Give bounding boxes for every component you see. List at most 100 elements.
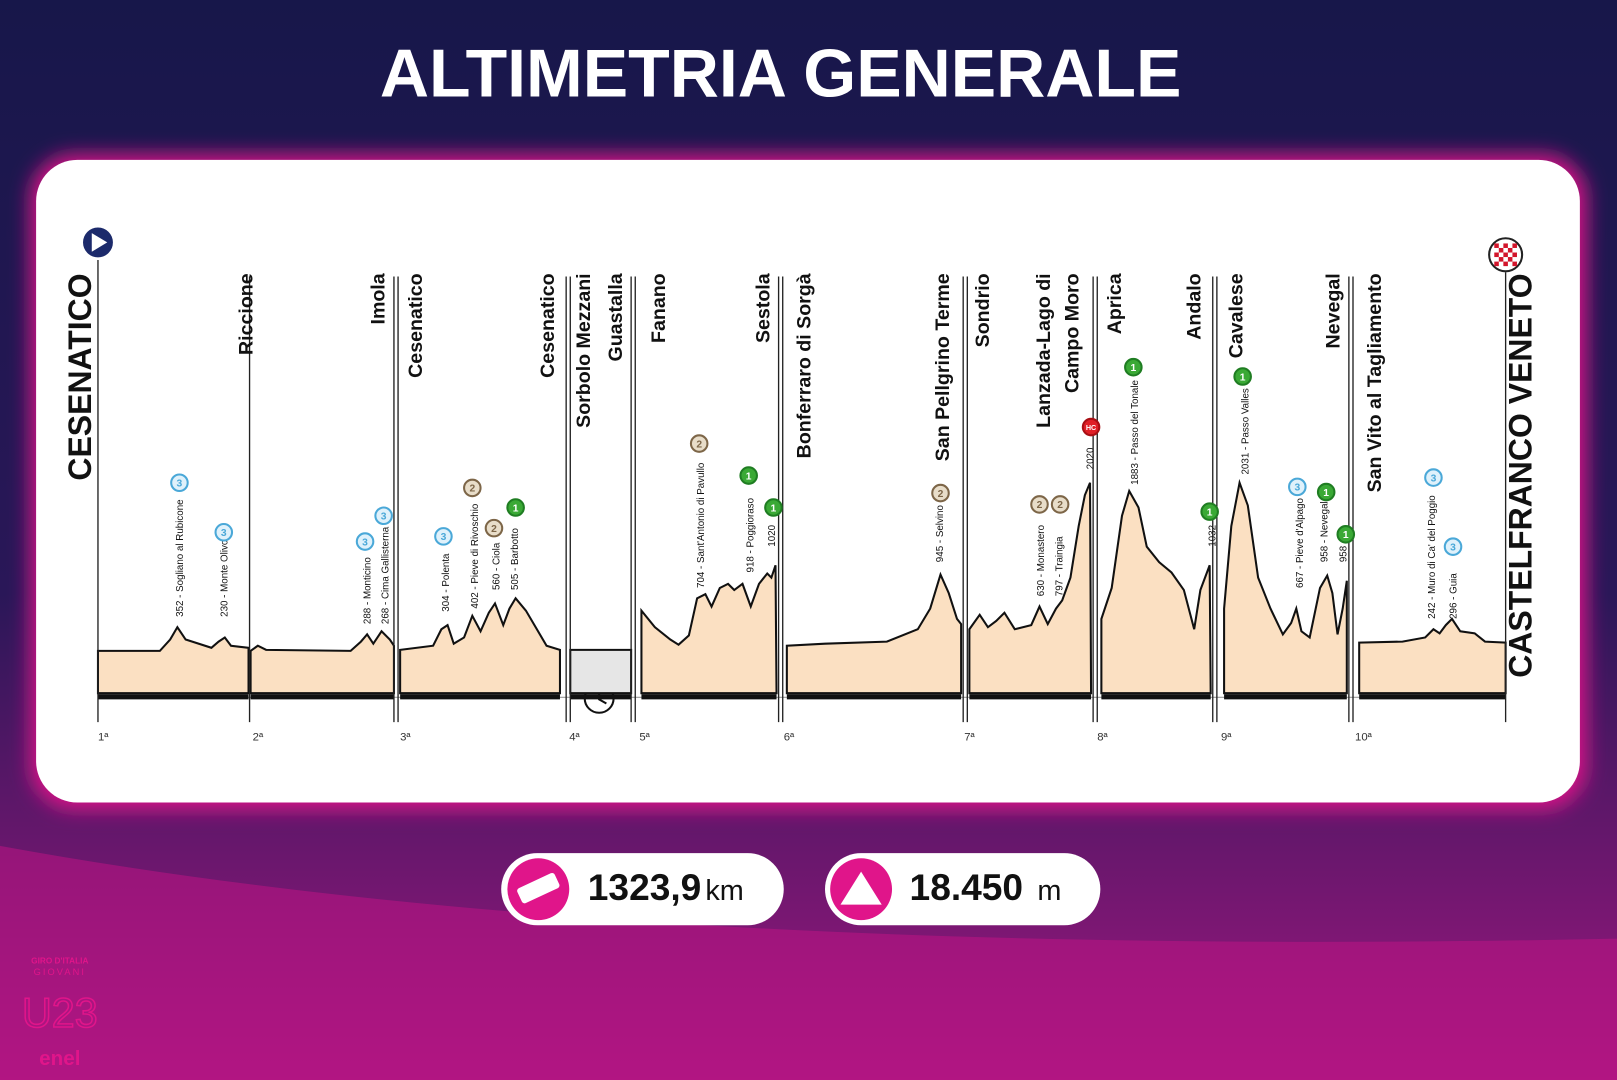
climb-category-icon: [1081, 417, 1101, 437]
town-name: Cesenatico: [405, 273, 427, 378]
climb-label: 268 - Cima Gallisterna: [380, 526, 391, 624]
climb-label: 288 - Monticino: [363, 557, 374, 624]
climb-category-icon: [1316, 482, 1336, 502]
elevation-value: 18.450: [910, 866, 1024, 908]
climb-category-icon: [931, 483, 950, 503]
climb-category-icon: [506, 498, 525, 517]
climb-label: 630 - Monastero: [1036, 524, 1047, 596]
stage-base: [400, 694, 560, 700]
stage-number: 6ª: [784, 732, 795, 744]
climb-label: 918 - Poggioraso: [745, 497, 756, 572]
town-name: Imola: [368, 272, 390, 324]
climb-category-icon: [374, 506, 393, 526]
distance-unit: km: [705, 875, 743, 907]
logo-line3: U23: [22, 990, 98, 1036]
climb-category: 1: [1130, 363, 1136, 374]
stage-base: [1359, 694, 1506, 700]
climb-category: 2: [938, 489, 944, 500]
climb-category-icon: [764, 498, 783, 517]
climb-category: 2: [1037, 500, 1043, 511]
finish-name: CASTELFRANCO VENETO: [1503, 273, 1539, 677]
climb-label: 2031 - Passo Valles: [1240, 388, 1251, 474]
climb-category: 1: [513, 503, 519, 514]
stage-base: [1101, 694, 1211, 700]
town-name: Sestola: [752, 272, 774, 343]
checker-square: [1507, 247, 1513, 253]
climb-label: 2020: [1086, 447, 1097, 469]
climb-category-icon: [1424, 468, 1443, 487]
logo-line2: GIOVANI: [34, 967, 86, 977]
climb-category: 3: [381, 512, 387, 523]
climb-label: 1883 - Passo del Tonale: [1130, 380, 1141, 485]
stage-profile: [785, 571, 963, 695]
climb-category-icon: [1336, 525, 1356, 544]
climb-category: 1: [771, 503, 777, 514]
stage-profile: [1223, 478, 1348, 695]
town-name: San Vito al Tagliamento: [1364, 273, 1386, 492]
stage-base: [1224, 694, 1347, 700]
stage-profile: [569, 648, 633, 695]
background-wave: [0, 845, 1617, 1080]
checker-square: [1503, 261, 1508, 267]
climb-category-icon: [1030, 495, 1049, 514]
climb-label: 230 - Monte Olivo: [219, 539, 230, 617]
climb-category: 1: [1207, 507, 1213, 518]
stage-base: [786, 694, 962, 700]
town-name: Bonferraro di Sorgà: [794, 273, 816, 458]
climb-label: 402 - Pieve di Rivoschio: [470, 503, 481, 609]
checker-square: [1503, 252, 1508, 258]
town-name: Andalo: [1183, 273, 1205, 339]
title: ALTIMETRIA GENERALE: [380, 35, 1182, 111]
stage-number: 5ª: [639, 732, 650, 744]
stage-number: 7ª: [964, 732, 975, 744]
stage-number: 2ª: [253, 732, 264, 744]
climb-label: 1032: [1207, 525, 1218, 547]
stage-base: [250, 694, 394, 700]
town-name: Cesenatico: [537, 273, 559, 378]
climb-category: 3: [1431, 473, 1437, 484]
checker-square: [1498, 247, 1504, 253]
climb-category-icon: [434, 527, 453, 546]
stage-profile: [96, 625, 250, 695]
stage-number: 9ª: [1221, 732, 1232, 744]
climb-category-icon: [1288, 477, 1307, 497]
climb-category: 1: [746, 471, 752, 482]
town-name: Nevegal: [1323, 273, 1345, 348]
elevation-unit: m: [1037, 875, 1061, 907]
climb-label: 704 - Sant'Antonio di Pavullo: [696, 462, 707, 588]
climb-label: 304 - Polenta: [441, 553, 452, 612]
climb-category: 1: [1323, 488, 1329, 499]
climb-label: 945 - Selvino: [935, 505, 946, 563]
climb-label: 667 - Pieve d'Alpago: [1295, 497, 1306, 588]
climb-label: 505 - Barbotto: [510, 527, 521, 590]
checker-square: [1494, 252, 1499, 258]
checker-square: [1512, 252, 1517, 258]
climb-category: 3: [1450, 542, 1456, 553]
climb-category-icon: [463, 478, 482, 498]
stage-number: 8ª: [1097, 732, 1108, 744]
stage-base: [641, 694, 777, 700]
ruler: [517, 872, 560, 904]
town-name: Riccione: [236, 273, 258, 355]
distance-pill: [501, 853, 784, 926]
climb-category-icon: [170, 473, 189, 493]
climb-category-icon: [1124, 357, 1143, 377]
stage-profile: [1100, 488, 1212, 695]
mountain: [840, 871, 882, 905]
logo-line1: GIRO D'ITALIA: [31, 957, 88, 966]
climb-category-icon: [1233, 367, 1252, 386]
climb-label: 958: [1338, 545, 1349, 562]
climb-category-icon: [689, 434, 709, 453]
climb-label: 352 - Sogliano al Rubicone: [175, 499, 186, 616]
stage-number: 3ª: [400, 732, 411, 744]
climb-category: 3: [441, 532, 447, 543]
finish-flag: [1494, 243, 1517, 267]
stage-profile: [1358, 617, 1507, 695]
climb-category: 2: [469, 484, 475, 495]
logo-line4: enel: [39, 1047, 80, 1070]
stage-profile: [640, 564, 778, 695]
climb-category: HC: [1086, 423, 1096, 432]
climb-label: 1020: [767, 524, 778, 546]
climb-category: 3: [362, 537, 368, 548]
checker-square: [1494, 243, 1499, 248]
